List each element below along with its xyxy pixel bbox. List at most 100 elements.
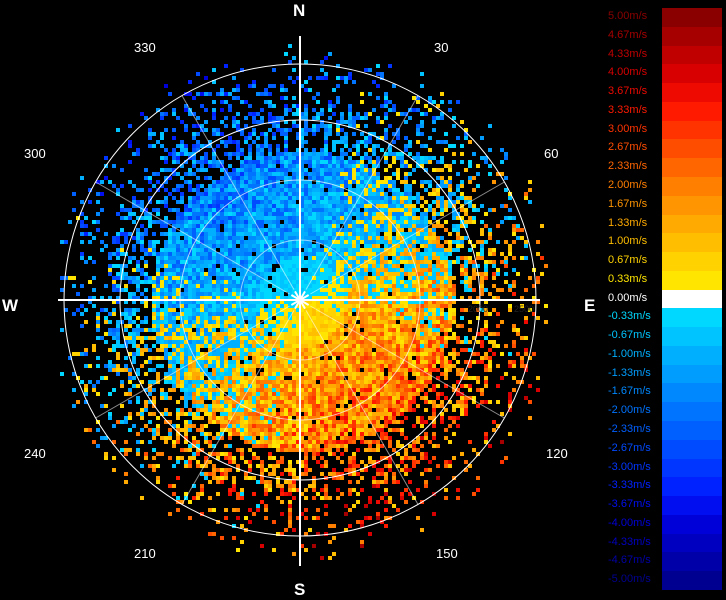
legend-label: 0.67m/s	[608, 254, 648, 267]
bearing-spoke	[95, 305, 290, 419]
legend-entry: 1.00m/s	[604, 233, 726, 253]
legend-swatch	[662, 120, 722, 140]
legend-entry: -2.33m/s	[604, 421, 726, 440]
legend-swatch	[662, 477, 722, 497]
legend-swatch	[662, 83, 722, 102]
legend-swatch	[662, 533, 722, 553]
legend-entry: -3.67m/s	[604, 496, 726, 515]
bearing-240-label: 240	[24, 446, 46, 461]
legend-entry: 4.00m/s	[604, 64, 726, 84]
legend-swatch	[662, 364, 722, 384]
bearing-spoke	[305, 95, 419, 290]
legend-label: -1.33m/s	[608, 366, 651, 379]
legend-label: -3.67m/s	[608, 498, 651, 511]
radar-velocity-display[interactable]: N S E W 30 60 120 150 210 240 300 330 20…	[0, 0, 600, 600]
legend-entry: -4.67m/s	[604, 552, 726, 572]
range-2000-label: 2000	[468, 304, 489, 314]
legend-label: -2.67m/s	[608, 441, 651, 454]
bearing-spoke	[305, 310, 419, 505]
legend-entry: -4.33m/s	[604, 533, 726, 553]
legend-swatch	[662, 514, 722, 534]
legend-entry: -0.33m/s	[604, 308, 726, 328]
legend-entry: -1.67m/s	[604, 383, 726, 403]
legend-label: 0.00m/s	[608, 291, 648, 304]
legend-label: -1.00m/s	[608, 347, 651, 360]
bearing-30-label: 30	[434, 40, 449, 55]
legend-entry: -3.33m/s	[604, 477, 726, 497]
legend-swatch	[662, 214, 722, 234]
legend-label: -2.33m/s	[608, 423, 651, 436]
legend-label: 2.67m/s	[608, 141, 648, 154]
legend-swatch	[662, 26, 722, 46]
legend-label: 1.00m/s	[608, 235, 648, 248]
legend-swatch	[662, 421, 722, 440]
legend-entry: 0.00m/s	[604, 289, 726, 309]
north-label: N	[293, 1, 306, 20]
bearing-330-label: 330	[134, 40, 156, 55]
legend-entry: -1.00m/s	[604, 345, 726, 365]
legend-label: 4.67m/s	[608, 28, 648, 41]
bearing-spoke	[310, 181, 505, 295]
legend-swatch	[662, 8, 722, 27]
legend-label: 1.33m/s	[608, 216, 648, 229]
legend-entry: 5.00m/s	[604, 8, 726, 27]
legend-label: 2.00m/s	[608, 178, 648, 191]
legend-entry: 1.33m/s	[604, 214, 726, 234]
bearing-300-label: 300	[24, 146, 46, 161]
bearing-spoke	[310, 305, 505, 419]
legend-swatch	[662, 158, 722, 177]
legend-entry: 0.33m/s	[604, 270, 726, 290]
legend-swatch	[662, 101, 722, 121]
legend-swatch	[662, 176, 722, 196]
legend-entry: 0.67m/s	[604, 252, 726, 271]
velocity-color-legend: 5.00m/s 4.67m/s 4.33m/s 4.00m/s 3.67m/s 3.33m…	[604, 8, 726, 590]
legend-label: 4.33m/s	[608, 47, 648, 60]
legend-swatch	[662, 270, 722, 290]
legend-entry: -2.67m/s	[604, 439, 726, 459]
legend-entry: -0.67m/s	[604, 327, 726, 346]
legend-entry: 2.00m/s	[604, 176, 726, 196]
bearing-150-label: 150	[436, 546, 458, 561]
legend-swatch	[662, 458, 722, 478]
legend-swatch	[662, 45, 722, 65]
east-label: E	[584, 296, 596, 315]
bearing-60-label: 60	[544, 146, 559, 161]
legend-entry: 3.67m/s	[604, 83, 726, 102]
legend-label: -2.00m/s	[608, 404, 651, 417]
legend-swatch	[662, 402, 722, 422]
legend-label: 3.00m/s	[608, 122, 648, 135]
legend-label: 0.33m/s	[608, 272, 648, 285]
legend-label: -5.00m/s	[608, 573, 651, 586]
legend-swatch	[662, 327, 722, 346]
legend-swatch	[662, 289, 722, 309]
legend-label: 3.67m/s	[608, 85, 648, 98]
legend-entry: 2.33m/s	[604, 158, 726, 177]
legend-swatch	[662, 496, 722, 515]
legend-entry: -5.00m/s	[604, 571, 726, 590]
legend-label: 5.00m/s	[608, 10, 648, 22]
legend-swatch	[662, 64, 722, 84]
legend-entry: -2.00m/s	[604, 402, 726, 422]
south-label: S	[294, 580, 306, 599]
legend-swatch	[662, 571, 722, 590]
bearing-spokes	[95, 95, 505, 505]
legend-label: 4.00m/s	[608, 66, 648, 79]
legend-entry: 2.67m/s	[604, 139, 726, 159]
legend-swatch	[662, 439, 722, 459]
legend-entry: 3.00m/s	[604, 120, 726, 140]
legend-label: -1.67m/s	[608, 385, 651, 398]
legend-entry: 4.33m/s	[604, 45, 726, 65]
legend-label: -4.33m/s	[608, 535, 651, 548]
bearing-spoke	[95, 181, 290, 295]
range-2500-label: 2500	[514, 304, 535, 314]
legend-swatch	[662, 552, 722, 572]
legend-label: 3.33m/s	[608, 103, 648, 116]
radar-plot[interactable]	[0, 0, 600, 600]
range-ring-grid	[58, 36, 540, 566]
legend-label: -0.67m/s	[608, 329, 651, 342]
legend-swatch	[662, 139, 722, 159]
legend-label: 1.67m/s	[608, 197, 648, 210]
legend-entry: -4.00m/s	[604, 514, 726, 534]
west-label: W	[2, 296, 19, 315]
legend-entry: 3.33m/s	[604, 101, 726, 121]
